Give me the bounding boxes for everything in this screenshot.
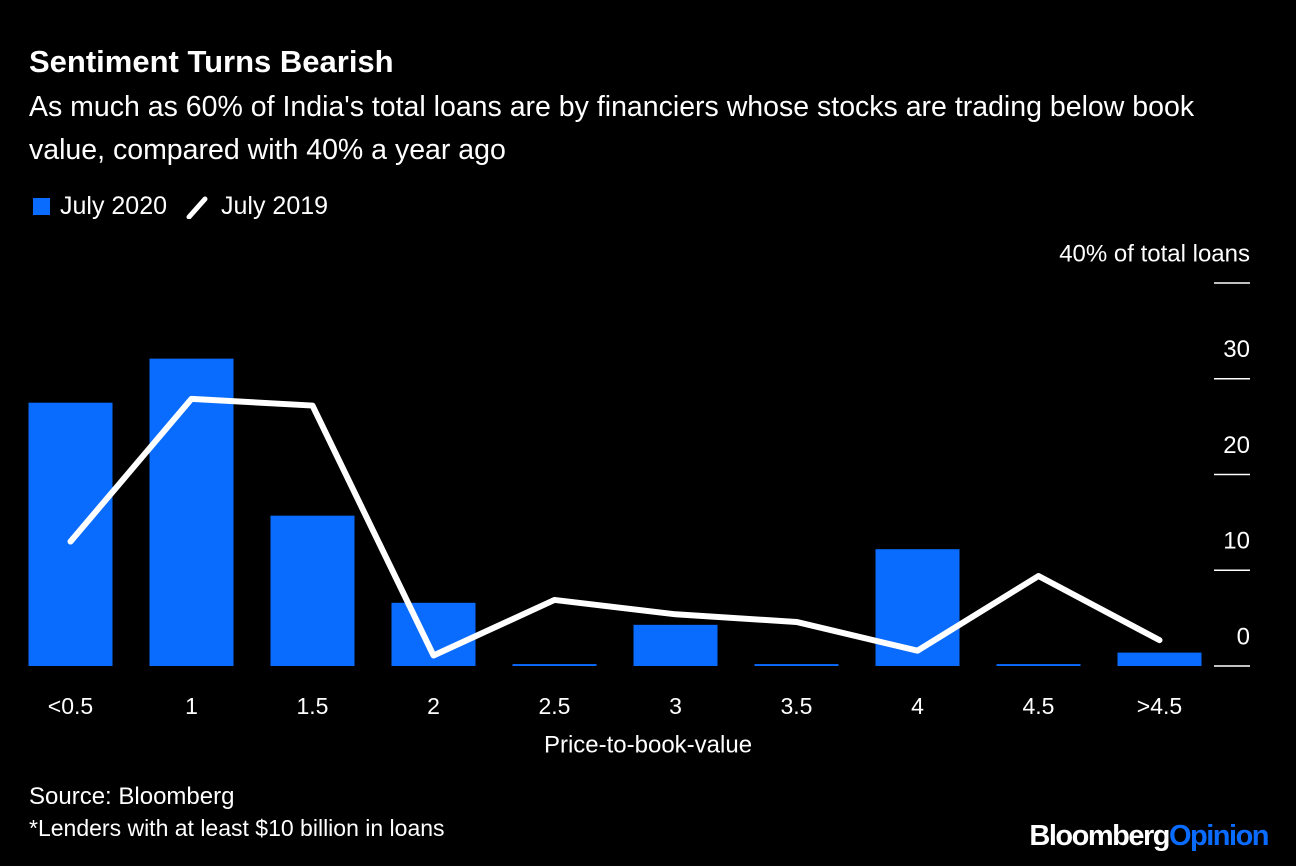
legend-swatch [186,196,208,219]
legend: July 2020 July 2019 [33,192,328,221]
y-tick-label: 10 [1223,528,1250,555]
y-tick-label: 30 [1223,336,1250,363]
brand-suffix: Opinion [1168,820,1270,852]
brand: BloombergOpinion [1029,820,1270,853]
brand-name: Bloomberg [1029,820,1170,852]
bar [633,624,718,666]
chart-subtitle: As much as 60% of India's total loans ar… [29,91,1195,166]
y-tick-label: 20 [1223,432,1250,459]
y-tick-label: 40% of total loans [1059,240,1250,267]
x-tick-label: >4.5 [1137,693,1182,719]
x-tick-label: 3.5 [781,693,813,719]
x-tick-label: 1.5 [297,693,329,719]
bar [1117,652,1202,666]
x-tick-label: 4.5 [1023,693,1055,719]
legend-swatch [33,198,50,215]
bar [270,515,355,666]
bar [149,358,234,666]
x-tick-label: 4 [911,693,924,719]
legend-label: July 2020 [60,192,168,220]
note: *Lenders with at least $10 billion in lo… [29,815,445,841]
bar [28,402,113,666]
bar [996,664,1081,666]
x-axis-label: Price-to-book-value [544,731,752,758]
x-tick-label: 2 [427,693,440,719]
source: Source: Bloomberg [29,783,235,810]
chart-title: Sentiment Turns Bearish [29,44,394,79]
legend-label: July 2019 [221,192,329,220]
bar [754,664,839,666]
x-tick-label: 3 [669,693,682,719]
x-tick-label: 2.5 [539,693,571,719]
x-tick-label: <0.5 [48,693,93,719]
x-tick-label: 1 [185,693,198,719]
y-tick-label: 0 [1237,623,1250,650]
bar [512,664,597,666]
line [67,395,1163,659]
